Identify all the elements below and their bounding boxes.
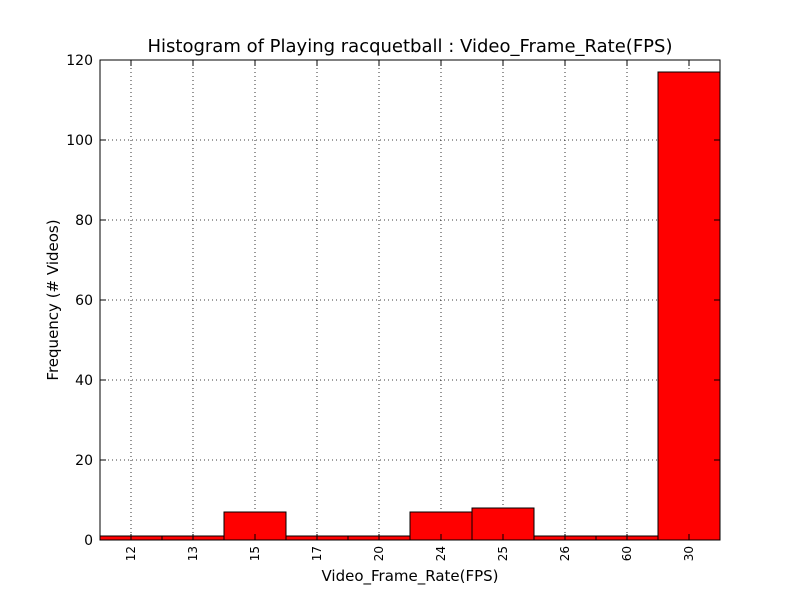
y-tick-label: 0 xyxy=(84,533,93,549)
x-tick-label: 20 xyxy=(372,546,386,561)
x-tick-label: 60 xyxy=(620,546,634,561)
x-tick-label: 17 xyxy=(310,546,324,561)
x-tick-label: 12 xyxy=(124,546,138,561)
x-tick-label: 26 xyxy=(558,546,572,561)
y-tick-label: 120 xyxy=(66,53,93,69)
chart-title: Histogram of Playing racquetball : Video… xyxy=(148,36,673,57)
x-tick-label: 25 xyxy=(496,546,510,561)
x-tick-label: 30 xyxy=(682,546,696,561)
bars-group xyxy=(99,71,721,541)
histogram-bar xyxy=(657,71,721,541)
y-tick-label: 60 xyxy=(75,293,93,309)
x-tick-label: 24 xyxy=(434,546,448,561)
x-tick-label: 15 xyxy=(248,546,262,561)
y-axis-label: Frequency (# Videos) xyxy=(44,219,62,380)
y-tick-label: 100 xyxy=(66,133,93,149)
x-tick-label: 13 xyxy=(186,546,200,561)
y-tick-label: 20 xyxy=(75,453,93,469)
axis-ticks: 0 20 40 60 80 100 120 12 13 15 17 20 24 25 26 60 30 xyxy=(66,53,720,561)
y-tick-label: 80 xyxy=(75,213,93,229)
y-tick-label: 40 xyxy=(75,373,93,389)
x-axis-label: Video_Frame_Rate(FPS) xyxy=(321,567,498,586)
